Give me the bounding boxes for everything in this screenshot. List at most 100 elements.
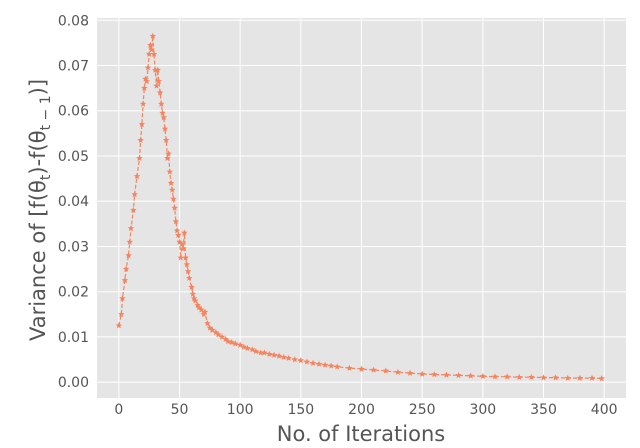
x-tick-label: 50	[171, 402, 189, 418]
data-point	[147, 41, 154, 48]
data-point	[188, 283, 195, 290]
data-point	[358, 365, 365, 372]
data-point	[270, 351, 278, 358]
data-point	[215, 331, 222, 338]
y-tick-label: 0.08	[58, 13, 89, 29]
data-point	[232, 340, 239, 347]
x-tick-label: 250	[409, 402, 436, 418]
data-point	[172, 218, 180, 225]
data-point	[167, 179, 175, 186]
y-axis-label-prefix: Variance of [f(θ	[26, 180, 50, 341]
data-point	[144, 64, 152, 71]
y-tick-label: 0.05	[58, 149, 89, 165]
data-point	[443, 371, 450, 378]
data-point	[370, 366, 377, 373]
data-point	[528, 373, 535, 380]
data-point	[257, 349, 264, 356]
data-point	[158, 100, 165, 107]
data-point	[184, 267, 192, 275]
data-point	[588, 374, 596, 381]
data-point	[145, 50, 153, 57]
x-tick-label: 200	[348, 402, 375, 418]
data-point	[431, 371, 438, 378]
data-point	[136, 154, 143, 161]
data-point	[173, 227, 181, 234]
data-point	[149, 32, 156, 39]
data-point	[275, 352, 283, 359]
data-point	[150, 50, 158, 57]
data-point	[315, 360, 323, 367]
data-point	[598, 375, 605, 382]
data-point	[564, 374, 571, 381]
data-point	[166, 168, 173, 175]
y-axis-label-sub2: t − 1	[38, 95, 54, 130]
data-point	[182, 254, 189, 261]
data-point	[171, 204, 178, 211]
data-point	[125, 252, 132, 259]
data-point	[455, 372, 462, 379]
y-tick-label: 0.04	[58, 194, 89, 210]
data-point	[195, 304, 203, 311]
data-point	[156, 89, 164, 96]
data-point	[115, 322, 123, 329]
x-tick-label: 100	[227, 402, 254, 418]
data-point	[178, 240, 186, 247]
y-tick-label: 0.07	[58, 59, 89, 75]
data-point	[181, 229, 188, 236]
data-point	[175, 231, 182, 238]
data-point	[154, 66, 161, 73]
data-point	[540, 374, 547, 381]
data-point	[170, 195, 177, 202]
data-point	[183, 261, 190, 268]
data-point	[165, 150, 172, 157]
data-point	[204, 320, 211, 327]
series-group	[115, 32, 605, 382]
data-point	[177, 254, 184, 261]
data-point	[266, 350, 273, 357]
data-point	[119, 295, 126, 302]
data-point	[160, 114, 167, 121]
data-point	[164, 154, 171, 161]
data-point	[179, 245, 187, 252]
data-point	[394, 368, 402, 375]
x-tick-label: 150	[287, 402, 314, 418]
data-point	[224, 338, 232, 345]
data-point	[309, 359, 317, 366]
data-point	[139, 100, 147, 107]
y-tick-label: 0.00	[58, 375, 89, 391]
x-tick-label: 350	[530, 402, 557, 418]
x-tick-label: 400	[591, 402, 618, 418]
data-point	[189, 290, 197, 297]
data-point	[297, 357, 305, 364]
data-point	[406, 369, 414, 376]
data-point	[503, 373, 511, 380]
data-point	[576, 374, 584, 381]
y-tick-label: 0.03	[58, 239, 89, 255]
data-point	[126, 238, 133, 245]
x-axis-label: No. of Iterations	[277, 422, 445, 446]
x-tick-label: 0	[114, 402, 123, 418]
data-point	[280, 353, 288, 360]
x-tick-label: 300	[469, 402, 496, 418]
data-point	[143, 77, 150, 85]
data-point	[285, 354, 292, 361]
data-point	[137, 136, 144, 143]
data-point	[155, 77, 163, 85]
data-point	[303, 358, 311, 365]
data-point	[130, 206, 137, 213]
data-point	[321, 361, 329, 368]
data-point	[516, 373, 523, 380]
data-point	[153, 82, 160, 89]
data-point	[138, 120, 146, 128]
y-axis-label-suffix: )]	[26, 79, 50, 95]
data-point	[491, 373, 499, 380]
data-point	[291, 356, 298, 363]
data-point	[552, 374, 559, 381]
data-point	[122, 265, 130, 272]
data-point	[261, 349, 268, 356]
data-point	[159, 109, 166, 116]
x-tick-labels: 0 50 100 150 200 250 300 350 400	[114, 402, 617, 418]
data-point	[141, 84, 148, 91]
data-point	[382, 367, 389, 374]
data-point	[327, 362, 335, 369]
